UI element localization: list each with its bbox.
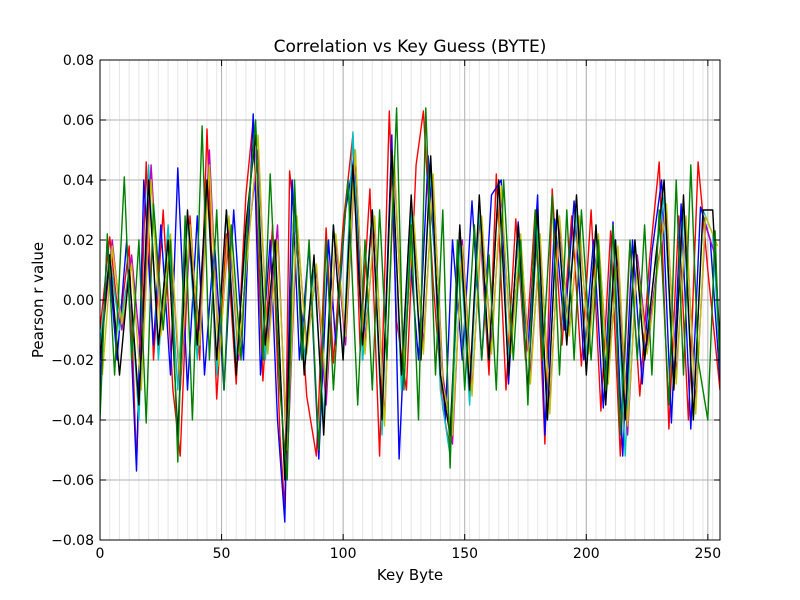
y-tick-label: 0.06 xyxy=(63,113,94,129)
y-tick-label: 0.04 xyxy=(63,173,94,189)
x-tick-label: 0 xyxy=(96,546,105,562)
series-line-7 xyxy=(100,107,720,481)
y-tick-label: 0.08 xyxy=(63,53,94,69)
x-tick-label: 100 xyxy=(330,546,357,562)
x-tick-label: 150 xyxy=(451,546,478,562)
series-lines xyxy=(100,107,720,523)
y-axis-label: Pearson r value xyxy=(29,242,47,358)
chart-title: Correlation vs Key Guess (BYTE) xyxy=(274,37,547,57)
y-tick-label: −0.04 xyxy=(51,413,94,429)
y-tick-label: −0.06 xyxy=(51,473,94,489)
x-tick-label: 250 xyxy=(694,546,721,562)
y-tick-label: −0.08 xyxy=(51,533,94,549)
y-tick-label: −0.02 xyxy=(51,353,94,369)
x-tick-label: 50 xyxy=(213,546,231,562)
x-tick-label: 200 xyxy=(573,546,600,562)
series-line-6 xyxy=(100,134,720,481)
y-tick-label: 0.00 xyxy=(63,293,94,309)
axis-ticks: 0 50 100 150 200 250 −0.08 −0.06 −0.04 −0.02 0.00 0… xyxy=(51,53,721,562)
x-axis-label: Key Byte xyxy=(377,566,443,584)
y-tick-label: 0.02 xyxy=(63,233,94,249)
